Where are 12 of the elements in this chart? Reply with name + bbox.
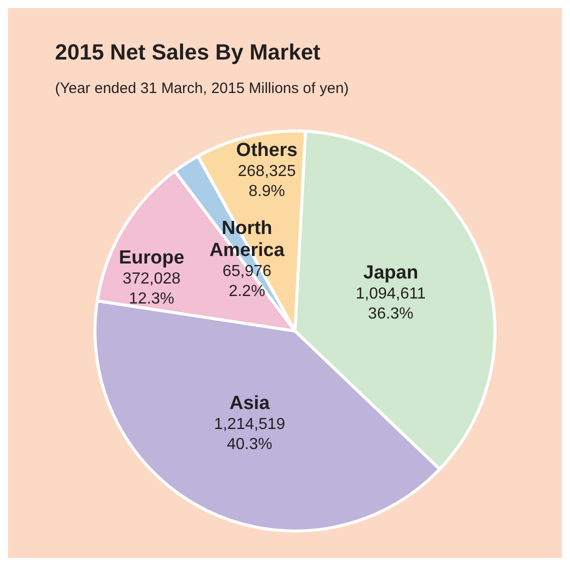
chart-title: 2015 Net Sales By Market xyxy=(55,40,322,64)
data-label: 1,214,519 40.3% xyxy=(214,416,286,453)
slice-label: Others xyxy=(236,140,298,162)
data-label: 268,325 8.9% xyxy=(238,163,296,200)
data-label: 372,028 12.3% xyxy=(122,270,181,308)
slice-label: Japan xyxy=(363,262,418,284)
slice-label: North America xyxy=(209,218,285,262)
chart-subtitle: (Year ended 31 March, 2015 Millions of yen) xyxy=(55,80,349,97)
data-label: 65,976 2.2% xyxy=(222,263,272,300)
slice-label: Asia xyxy=(229,392,270,414)
data-label: 1,094,611 36.3% xyxy=(356,285,426,322)
slice-label: Europe xyxy=(118,248,184,269)
